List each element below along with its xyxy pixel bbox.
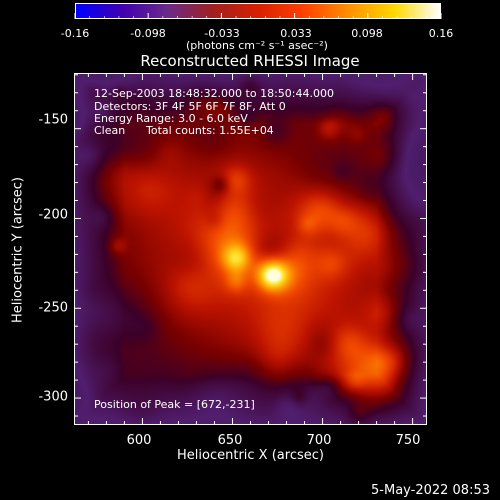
colorbar-ticks (74, 13, 442, 19)
annotation-time-range: 12-Sep-2003 18:48:32.000 to 18:50:44.000 (94, 87, 334, 100)
annotation-detectors: Detectors: 3F 4F 5F 6F 7F 8F, Att 0 (94, 100, 286, 113)
colorbar-tick-label: -0.16 (60, 27, 90, 40)
plot-title: Reconstructed RHESSI Image (140, 52, 360, 70)
annotation-energy-range: Energy Range: 3.0 - 6.0 keV (94, 112, 248, 125)
colorbar-tick-label: 0.16 (428, 27, 454, 40)
heat-map-image (75, 74, 426, 424)
colorbar-tick-label: -0.033 (204, 27, 240, 40)
colorbar-tick-label: 0.033 (280, 27, 312, 40)
y-axis-title: Heliocentric Y (arcsec) (10, 177, 26, 323)
x-tick-label: 600 (126, 433, 152, 448)
annotation-peak-position: Position of Peak = [672,-231] (94, 398, 255, 411)
x-tick-label: 750 (395, 433, 421, 448)
annotation-clean: Clean (94, 124, 126, 137)
colorbar-units-label: (photons cm⁻² s⁻¹ asec⁻²) (186, 39, 328, 52)
timestamp: 5-May-2022 08:53 (371, 483, 490, 498)
x-tick-label: 650 (217, 433, 243, 448)
annotation-total-counts: Total counts: 1.55E+04 (146, 124, 274, 137)
image-plot (74, 73, 427, 425)
x-axis-title: Heliocentric X (arcsec) (177, 448, 324, 463)
y-tick-label: -150 (38, 112, 68, 128)
y-tick-label: -300 (38, 389, 68, 405)
colorbar-tick-label: -0.098 (130, 27, 166, 40)
colorbar (75, 3, 441, 19)
y-tick-label: -250 (38, 300, 68, 316)
colorbar-tick-label: 0.098 (351, 27, 383, 40)
x-tick-label: 700 (306, 433, 332, 448)
y-tick-label: -200 (38, 207, 68, 223)
